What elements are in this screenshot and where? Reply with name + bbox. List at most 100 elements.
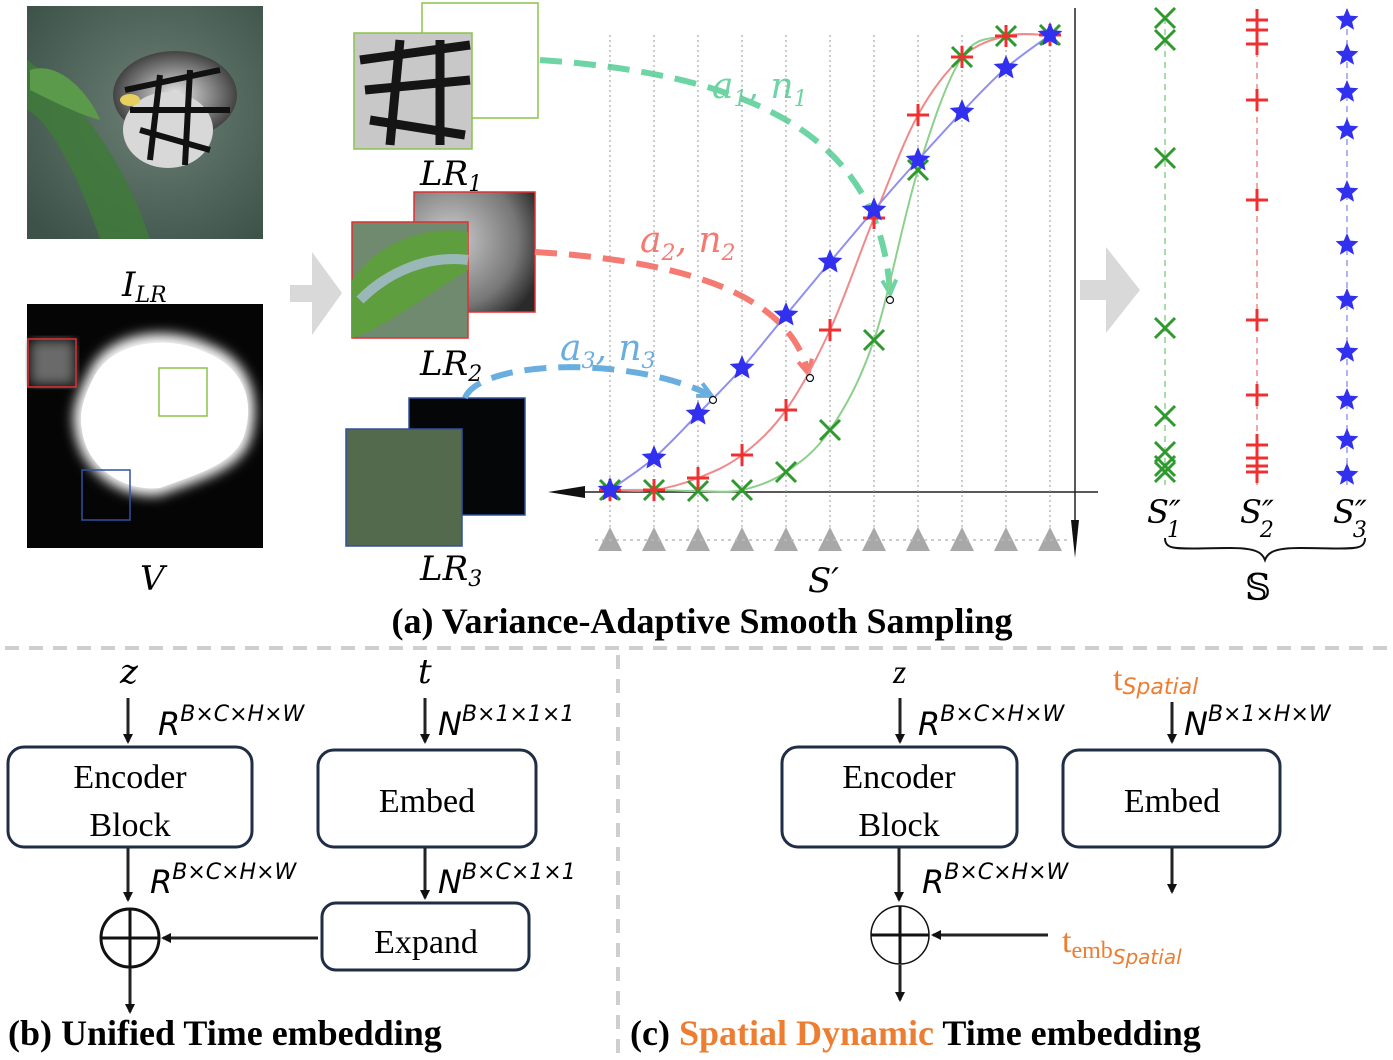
label-a3-n3: a3, n3 [560, 328, 656, 374]
b-embed-label: Embed [379, 783, 475, 820]
panel-a-title: (a) Variance-Adaptive Smooth Sampling [391, 601, 1012, 641]
green-sample-6-b [862, 328, 886, 352]
green-sample-4-b [774, 460, 798, 484]
red-sample-9 [995, 25, 1017, 47]
b-sum-node [99, 907, 161, 969]
region-box-blue [81, 469, 131, 521]
s1-label: S″1 [1147, 493, 1181, 543]
lr3-patches [345, 397, 526, 547]
s3-sample-4 [1335, 180, 1359, 202]
v-label: V [140, 559, 168, 599]
b-shape-emb-out: NB×C×1×1 [438, 860, 576, 901]
red-sample-3 [731, 444, 753, 466]
chart-x-axis-arrowhead [548, 486, 585, 498]
lr1-patches [353, 2, 539, 150]
c-shape-z-in: RB×C×H×W [918, 702, 1066, 743]
s1-sample-1-b [1153, 28, 1177, 52]
s3-sample-5 [1335, 233, 1359, 255]
s2-sample-4 [1246, 189, 1268, 211]
blue-sample-8 [949, 99, 975, 123]
b-t-label: t [418, 652, 432, 692]
lr2-label: LR2 [419, 344, 482, 387]
red-sample-5 [819, 319, 841, 341]
panel-c: z tSpatial RB×C×H×W NB×1×H×W Encoder Blo… [630, 654, 1332, 1053]
s2-sample-5 [1246, 309, 1268, 331]
sample-triangle-7 [906, 527, 930, 551]
flow-arrow-right [1080, 247, 1140, 333]
green-sample-7-b [906, 158, 930, 182]
flow-arrow-left [290, 252, 342, 335]
s1-sample-3-b [1153, 316, 1177, 340]
green-sample-4 [774, 460, 798, 484]
red-sample-4 [775, 399, 797, 421]
b-encoder-line1: Encoder [73, 759, 187, 796]
b-shape-enc-out: RB×C×H×W [150, 860, 298, 901]
sample-triangle-9 [994, 527, 1018, 551]
s1-sample-7 [1153, 460, 1177, 484]
blue-sample-4 [773, 302, 799, 326]
green-sample-5-b [818, 418, 842, 442]
c-shape-enc-out: RB×C×H×W [922, 860, 1070, 901]
blue-sample-3 [729, 355, 755, 379]
s2-sample-2 [1246, 33, 1268, 55]
panel-b: z t RB×C×H×W NB×1×1×1 Encoder Block Embe… [6, 652, 576, 1053]
green-sample-3-b [730, 478, 754, 502]
s1-sample-6 [1153, 454, 1177, 478]
arrow-a2-n2 [534, 249, 808, 372]
green-sample-2 [686, 479, 710, 503]
lr2-patches [351, 191, 536, 339]
query-point-0 [885, 295, 895, 305]
c-sum-node [870, 905, 930, 965]
blue-sample-6 [861, 197, 887, 221]
blue-sample-10 [1037, 22, 1063, 46]
s1-sample-2-b [1153, 146, 1177, 170]
input-image-ilr [27, 6, 263, 239]
blue-sample-1 [641, 445, 667, 469]
region-box-green [158, 367, 208, 417]
panel-c-title: (c) Spatial Dynamic Time embedding [630, 1013, 1201, 1053]
region-box-red [27, 338, 77, 388]
s3-sample-1 [1335, 43, 1359, 65]
s1-sample-3 [1153, 316, 1177, 340]
s2-sample-6 [1246, 384, 1268, 406]
sample-triangle-5 [818, 527, 842, 551]
sample-triangle-1 [642, 527, 666, 551]
b-expand-block [320, 901, 531, 972]
b-shape-z-in: RB×C×H×W [158, 702, 306, 743]
sample-triangle-4 [774, 527, 798, 551]
ilr-label: ILR [121, 265, 167, 308]
s2-sample-3 [1246, 89, 1268, 111]
s3-sample-0 [1335, 8, 1359, 30]
blue-sample-2 [685, 401, 711, 425]
sampling-chart [595, 22, 1070, 551]
s3-sample-3 [1335, 118, 1359, 140]
s1-sample-0 [1153, 6, 1177, 30]
arrow-a3-n3 [462, 364, 710, 400]
green-sample-3 [730, 478, 754, 502]
s3-sample-7 [1335, 340, 1359, 362]
green-sample-7 [906, 158, 930, 182]
s1-sample-4-b [1153, 404, 1177, 428]
red-sample-7 [907, 104, 929, 126]
arrow-a1-n1 [539, 57, 890, 292]
c-embed-block [1061, 748, 1282, 849]
s1-sample-6-b [1153, 454, 1177, 478]
c-encoder-block [780, 745, 1019, 849]
chart-y-axis-arrowhead [1071, 520, 1079, 558]
c-t-spatial-label: tSpatial [1113, 661, 1198, 700]
blue-sample-5 [817, 249, 843, 273]
s3-sample-8 [1335, 388, 1359, 410]
s1-sample-1 [1153, 28, 1177, 52]
b-embed-block [316, 748, 538, 849]
c-encoder-line2: Block [858, 807, 939, 844]
c-z-label: z [892, 654, 906, 691]
query-point-1 [805, 373, 815, 383]
green-sample-2-b [686, 479, 710, 503]
b-z-label: z [119, 652, 139, 692]
sample-triangle-2 [686, 527, 710, 551]
s1-sample-4 [1153, 404, 1177, 428]
s2-label: S″2 [1240, 493, 1274, 543]
variance-map-v [27, 304, 263, 548]
